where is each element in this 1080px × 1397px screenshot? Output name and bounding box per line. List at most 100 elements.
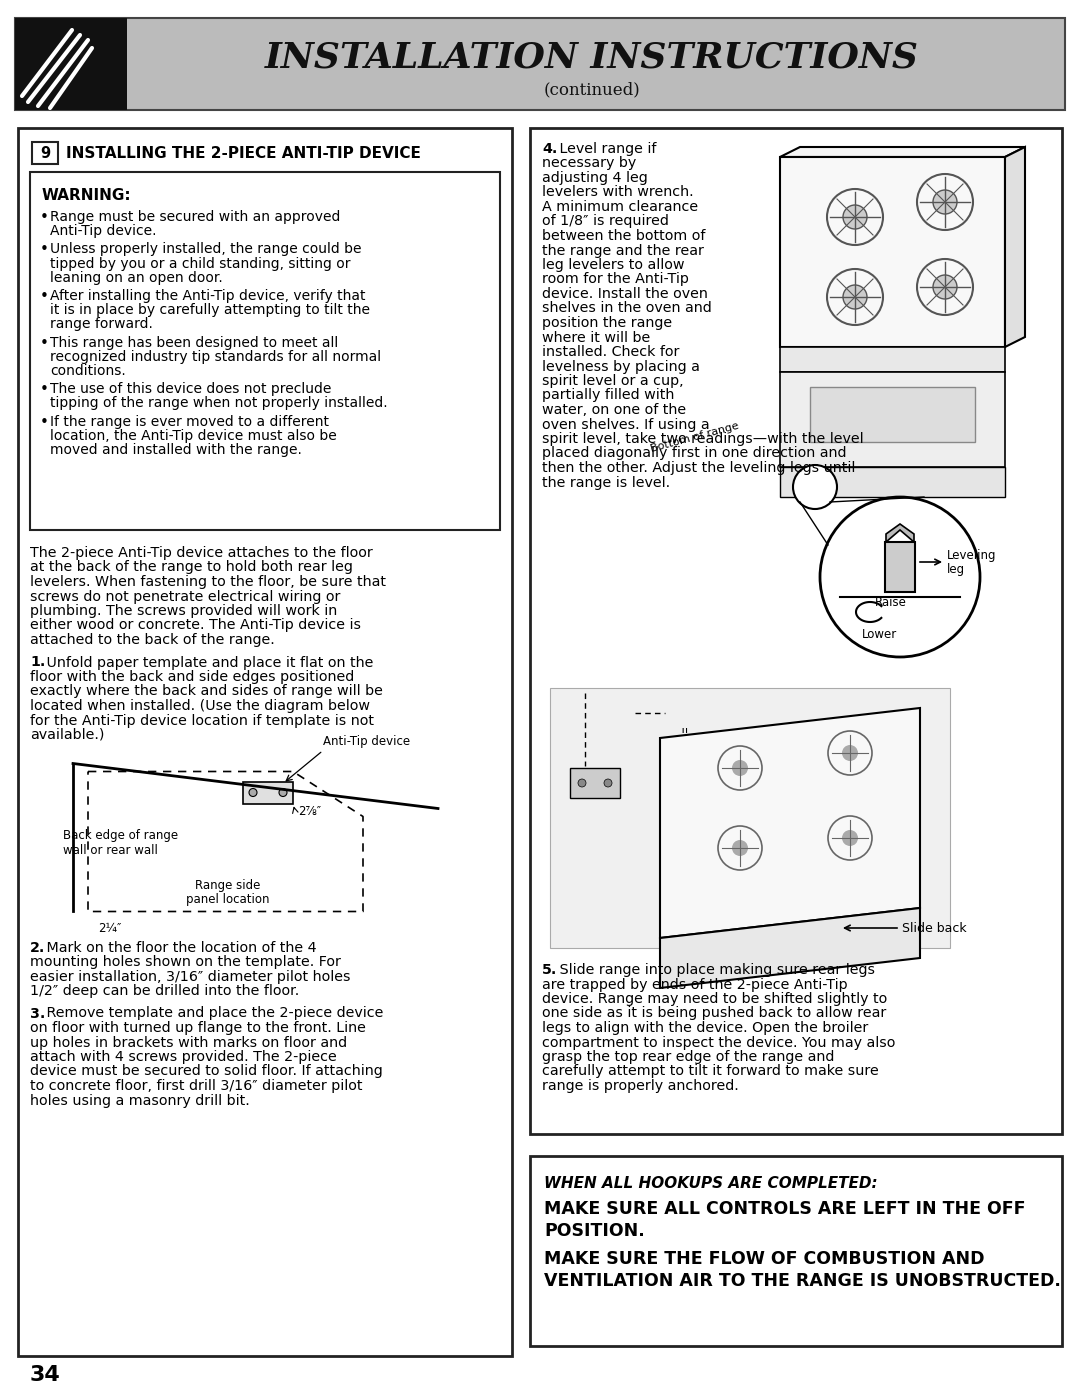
Text: of 1/8″ is required: of 1/8″ is required	[542, 215, 669, 229]
Text: Lower: Lower	[862, 627, 897, 640]
Text: then the other. Adjust the leveling legs until: then the other. Adjust the leveling legs…	[542, 461, 855, 475]
Text: !!: !!	[680, 728, 689, 738]
Text: spirit level, take two readings—with the level: spirit level, take two readings—with the…	[542, 432, 864, 446]
Text: between the bottom of: between the bottom of	[542, 229, 705, 243]
Text: mounting holes shown on the template. For: mounting holes shown on the template. Fo…	[30, 956, 341, 970]
Text: floor with the back and side edges positioned: floor with the back and side edges posit…	[30, 671, 354, 685]
Text: where it will be: where it will be	[542, 331, 650, 345]
Text: This range has been designed to meet all: This range has been designed to meet all	[50, 335, 338, 349]
Text: POSITION.: POSITION.	[544, 1222, 645, 1241]
Circle shape	[578, 780, 586, 787]
Text: levelers. When fastening to the floor, be sure that: levelers. When fastening to the floor, b…	[30, 576, 386, 590]
Text: Bottom of range: Bottom of range	[649, 420, 740, 454]
Bar	[18, 129, 512, 1356]
Text: placed diagonally first in one direction and: placed diagonally first in one direction…	[542, 447, 847, 461]
Text: conditions.: conditions.	[50, 365, 125, 379]
Polygon shape	[780, 147, 1025, 156]
Text: 1/2″ deep can be drilled into the floor.: 1/2″ deep can be drilled into the floor.	[30, 983, 299, 997]
Text: 3.: 3.	[30, 1006, 45, 1020]
Text: grasp the top rear edge of the range and: grasp the top rear edge of the range and	[542, 1051, 835, 1065]
Bar	[780, 346, 1005, 372]
Bar	[15, 18, 1065, 110]
Circle shape	[279, 788, 287, 796]
Text: Back edge of range
wall or rear wall: Back edge of range wall or rear wall	[63, 830, 178, 858]
Circle shape	[933, 190, 957, 214]
Text: partially filled with: partially filled with	[542, 388, 674, 402]
Text: Unless properly installed, the range could be: Unless properly installed, the range cou…	[50, 243, 362, 257]
Text: Range must be secured with an approved: Range must be secured with an approved	[50, 210, 340, 224]
Text: legs to align with the device. Open the broiler: legs to align with the device. Open the …	[542, 1021, 868, 1035]
Text: device. Install the oven: device. Install the oven	[542, 286, 707, 300]
Text: 2.: 2.	[30, 940, 45, 954]
Text: 9: 9	[40, 145, 50, 161]
Text: shelves in the oven and: shelves in the oven and	[542, 302, 712, 316]
Bar	[15, 18, 127, 110]
Circle shape	[604, 780, 612, 787]
Circle shape	[820, 497, 980, 657]
Text: The use of this device does not preclude: The use of this device does not preclude	[50, 383, 332, 397]
Circle shape	[842, 745, 858, 761]
Text: screws do not penetrate electrical wiring or: screws do not penetrate electrical wirin…	[30, 590, 340, 604]
Text: easier installation, 3/16″ diameter pilot holes: easier installation, 3/16″ diameter pilo…	[30, 970, 351, 983]
Text: If the range is ever moved to a different: If the range is ever moved to a differen…	[50, 415, 329, 429]
Text: Remove template and place the 2-piece device: Remove template and place the 2-piece de…	[42, 1006, 383, 1020]
Text: Raise: Raise	[875, 595, 907, 609]
Text: water, on one of the: water, on one of the	[542, 402, 686, 416]
Text: Anti-Tip device: Anti-Tip device	[323, 735, 410, 747]
Circle shape	[732, 760, 748, 775]
Text: are trapped by ends of the 2-piece Anti-Tip: are trapped by ends of the 2-piece Anti-…	[542, 978, 848, 992]
Text: Mark on the floor the location of the 4: Mark on the floor the location of the 4	[42, 940, 318, 954]
Circle shape	[933, 275, 957, 299]
Bar	[30, 172, 500, 529]
Polygon shape	[243, 781, 293, 803]
Text: INSTALLATION INSTRUCTIONS: INSTALLATION INSTRUCTIONS	[265, 41, 919, 74]
Circle shape	[793, 465, 837, 509]
Text: INSTALLING THE 2-PIECE ANTI-TIP DEVICE: INSTALLING THE 2-PIECE ANTI-TIP DEVICE	[66, 145, 421, 161]
Text: •: •	[40, 243, 49, 257]
Text: attached to the back of the range.: attached to the back of the range.	[30, 633, 274, 647]
Text: to concrete floor, first drill 3/16″ diameter pilot: to concrete floor, first drill 3/16″ dia…	[30, 1078, 363, 1092]
Text: WARNING:: WARNING:	[42, 189, 132, 203]
Text: 5.: 5.	[542, 963, 557, 977]
Text: •: •	[40, 415, 49, 430]
Polygon shape	[1005, 147, 1025, 346]
Text: room for the Anti-Tip: room for the Anti-Tip	[542, 272, 689, 286]
Text: it is in place by carefully attempting to tilt the: it is in place by carefully attempting t…	[50, 303, 370, 317]
Text: Unfold paper template and place it flat on the: Unfold paper template and place it flat …	[42, 655, 374, 669]
Bar	[780, 372, 1005, 467]
Text: leg: leg	[947, 563, 966, 576]
Text: 34: 34	[30, 1365, 60, 1384]
Text: either wood or concrete. The Anti-Tip device is: either wood or concrete. The Anti-Tip de…	[30, 619, 361, 633]
Text: device must be secured to solid floor. If attaching: device must be secured to solid floor. I…	[30, 1065, 382, 1078]
Polygon shape	[780, 156, 1005, 346]
Text: installed. Check for: installed. Check for	[542, 345, 679, 359]
Text: After installing the Anti-Tip device, verify that: After installing the Anti-Tip device, ve…	[50, 289, 365, 303]
Bar	[32, 142, 58, 163]
Text: •: •	[40, 335, 49, 351]
Text: MAKE SURE THE FLOW OF COMBUSTION AND: MAKE SURE THE FLOW OF COMBUSTION AND	[544, 1250, 985, 1268]
Text: available.): available.)	[30, 728, 105, 742]
Text: (continued): (continued)	[543, 81, 640, 99]
Text: 2¼″: 2¼″	[98, 922, 121, 935]
Bar	[550, 687, 950, 949]
Text: Slide back: Slide back	[902, 922, 967, 935]
Text: position the range: position the range	[542, 316, 672, 330]
Text: •: •	[40, 289, 49, 305]
Text: tipping of the range when not properly installed.: tipping of the range when not properly i…	[50, 397, 388, 411]
Text: VENTILATION AIR TO THE RANGE IS UNOBSTRUCTED.: VENTILATION AIR TO THE RANGE IS UNOBSTRU…	[544, 1273, 1061, 1289]
Text: Range side
panel location: Range side panel location	[186, 879, 270, 907]
Text: range is properly anchored.: range is properly anchored.	[542, 1078, 739, 1092]
Text: A minimum clearance: A minimum clearance	[542, 200, 698, 214]
Text: MAKE SURE ALL CONTROLS ARE LEFT IN THE OFF: MAKE SURE ALL CONTROLS ARE LEFT IN THE O…	[544, 1200, 1026, 1218]
Text: exactly where the back and sides of range will be: exactly where the back and sides of rang…	[30, 685, 383, 698]
Text: •: •	[40, 383, 49, 397]
Polygon shape	[660, 908, 920, 988]
Bar	[570, 768, 620, 798]
Text: leaning on an open door.: leaning on an open door.	[50, 271, 222, 285]
Text: levelness by placing a: levelness by placing a	[542, 359, 700, 373]
Text: one side as it is being pushed back to allow rear: one side as it is being pushed back to a…	[542, 1006, 887, 1020]
Circle shape	[249, 788, 257, 796]
Bar	[780, 467, 1005, 497]
Text: WHEN ALL HOOKUPS ARE COMPLETED:: WHEN ALL HOOKUPS ARE COMPLETED:	[544, 1176, 878, 1192]
Text: 4.: 4.	[542, 142, 557, 156]
